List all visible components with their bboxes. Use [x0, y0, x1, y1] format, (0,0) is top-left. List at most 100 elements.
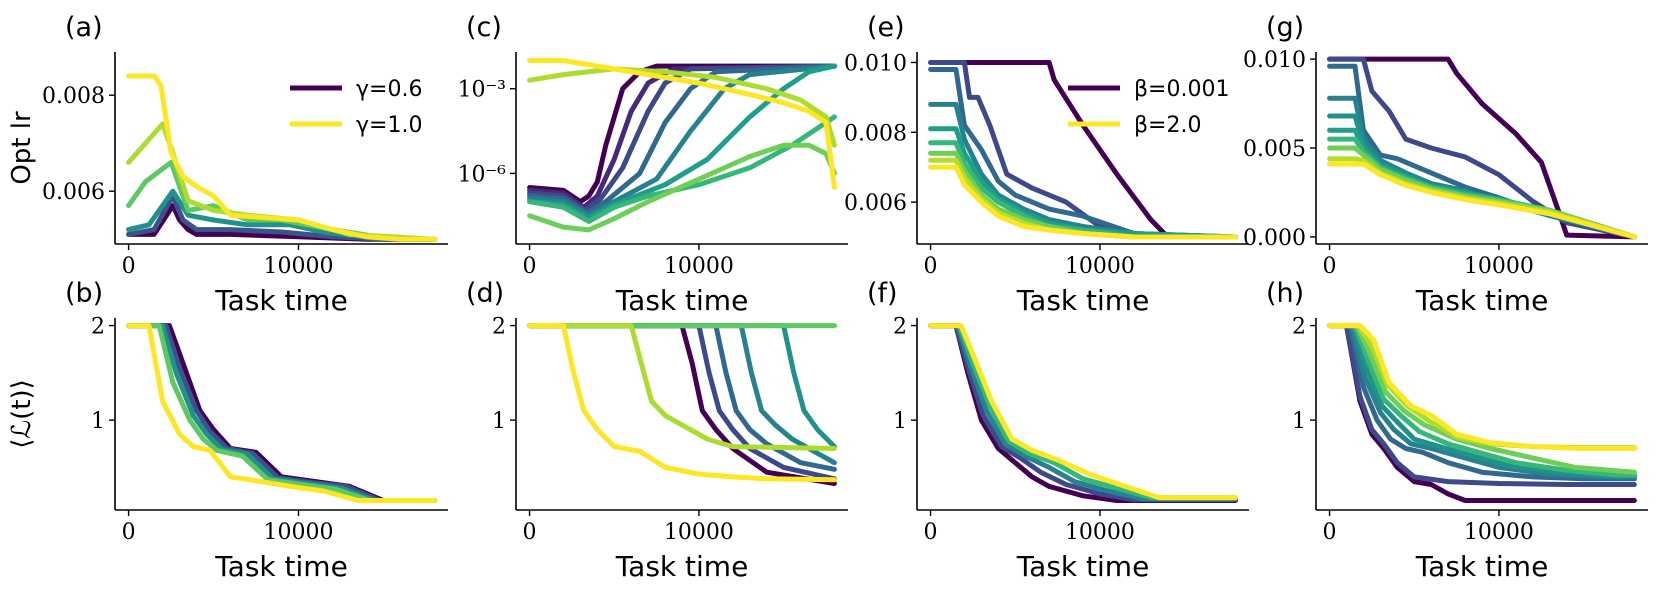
x-axis-label: Task time: [615, 284, 749, 317]
x-tick-label: 0: [523, 520, 537, 545]
series-line-a-6: [126, 73, 437, 242]
x-axis-label: Task time: [1016, 284, 1150, 317]
series-line-f-2: [928, 323, 1238, 503]
y-tick-label: 2: [91, 315, 105, 340]
panel-h: 0 10000 1 2 Task time (h): [1266, 278, 1648, 583]
y-tick-label: 2: [492, 315, 506, 340]
series-line-d-7: [527, 323, 837, 451]
y-tick-label: 2: [1292, 315, 1306, 340]
x-tick-label: 0: [122, 520, 136, 545]
panel-d: 0 10000 1 2 Task time (d): [466, 278, 848, 583]
legend-label: γ=1.0: [356, 113, 422, 138]
y-tick-label: 2: [893, 315, 907, 340]
y-tick-label: 0.008: [42, 84, 105, 109]
series-line-f-5: [928, 323, 1238, 501]
y-tick-label: 0.000: [1243, 226, 1306, 251]
x-axis-label: Task time: [615, 550, 749, 583]
legend: β=0.001 β=2.0: [1068, 77, 1229, 138]
series-line-c-10: [527, 58, 837, 190]
series-line-f-3: [928, 323, 1238, 502]
y-tick-label: 0.005: [1243, 137, 1306, 162]
x-axis-label: Task time: [1415, 550, 1549, 583]
series-line-d-3: [527, 323, 837, 472]
y-axis-label: ⟨ℒ(t)⟩: [7, 379, 37, 449]
series-line-h-7: [1327, 323, 1637, 475]
series-line-c-5: [527, 63, 837, 219]
series-group: [928, 60, 1238, 240]
series-line-g-1: [1327, 56, 1637, 240]
series-line-f-4: [928, 323, 1238, 501]
panel-label: (c): [466, 12, 502, 43]
y-tick-label: 0.010: [1243, 48, 1306, 73]
x-axis-label: Task time: [214, 284, 348, 317]
x-tick-label: 10000: [664, 520, 734, 545]
series-line-e-3: [928, 67, 1238, 240]
panel-label: (e): [867, 12, 905, 43]
series-line-c-8: [527, 142, 837, 233]
series-line-d-2: [527, 323, 837, 482]
series-line-d-8: [527, 323, 837, 483]
y-tick-label: 0.010: [844, 51, 907, 76]
legend-label: γ=0.6: [356, 77, 422, 102]
series-group: [527, 58, 837, 233]
x-tick-label: 10000: [263, 254, 333, 279]
panel-f: 0 10000 1 2 Task time (f): [867, 278, 1249, 583]
x-tick-label: 0: [1323, 520, 1337, 545]
legend: γ=0.6 γ=1.0: [290, 77, 422, 138]
series-group: [126, 73, 437, 242]
y-tick-label: 10⁻³: [458, 78, 506, 103]
series-line-g-10: [1327, 161, 1637, 240]
series-line-h-3: [1327, 323, 1637, 482]
series-group: [1327, 56, 1637, 240]
y-tick-label: 1: [91, 409, 105, 434]
panel-label: (g): [1266, 12, 1304, 43]
series-line-h-2: [1327, 323, 1637, 487]
y-tick-label: 10⁻⁶: [458, 162, 507, 187]
panel-label: (b): [65, 278, 103, 309]
panel-label: (f): [867, 278, 898, 309]
x-tick-label: 0: [523, 254, 537, 279]
series-line-c-7: [527, 114, 837, 224]
series-line-h-9: [1327, 323, 1637, 451]
y-tick-label: 1: [893, 409, 907, 434]
series-group: [1327, 323, 1637, 503]
y-tick-label: 0.006: [844, 191, 907, 216]
x-tick-label: 10000: [1464, 520, 1534, 545]
panel-label: (a): [65, 12, 103, 43]
series-line-b-4: [126, 323, 437, 503]
x-tick-label: 0: [1323, 254, 1337, 279]
x-tick-label: 10000: [664, 254, 734, 279]
series-line-h-5: [1327, 323, 1637, 479]
legend-label: β=0.001: [1134, 77, 1229, 102]
series-line-b-5: [126, 323, 437, 503]
panel-label: (h): [1266, 278, 1304, 309]
x-tick-label: 10000: [1065, 254, 1135, 279]
x-axis-label: Task time: [1016, 550, 1150, 583]
y-tick-label: 1: [1292, 409, 1306, 434]
series-group: [527, 323, 837, 486]
x-tick-label: 10000: [263, 520, 333, 545]
panel-b: 0 10000 1 2 Task time ⟨ℒ(t)⟩ (b): [7, 278, 448, 583]
series-line-f-1: [928, 323, 1238, 503]
x-axis-label: Task time: [214, 550, 348, 583]
x-axis-label: Task time: [1415, 284, 1549, 317]
series-line-d-1: [527, 323, 837, 486]
panel-label: (d): [466, 278, 504, 309]
series-line-e-9: [928, 164, 1238, 240]
legend-label: β=2.0: [1134, 113, 1201, 138]
series-line-h-6: [1327, 323, 1637, 478]
series-line-d-4: [527, 323, 837, 466]
y-tick-label: 0.008: [844, 121, 907, 146]
x-tick-label: 10000: [1065, 520, 1135, 545]
y-tick-label: 1: [492, 409, 506, 434]
series-line-c-9: [527, 66, 837, 148]
series-line-g-5: [1327, 113, 1637, 240]
y-axis-label: Opt lr: [7, 111, 37, 185]
x-tick-label: 10000: [1464, 254, 1534, 279]
x-tick-label: 0: [924, 520, 938, 545]
series-group: [126, 323, 437, 503]
panel-g: 0 10000 0.000 0.005 0.010 Task time (g): [1243, 12, 1648, 317]
series-group: [928, 323, 1238, 503]
